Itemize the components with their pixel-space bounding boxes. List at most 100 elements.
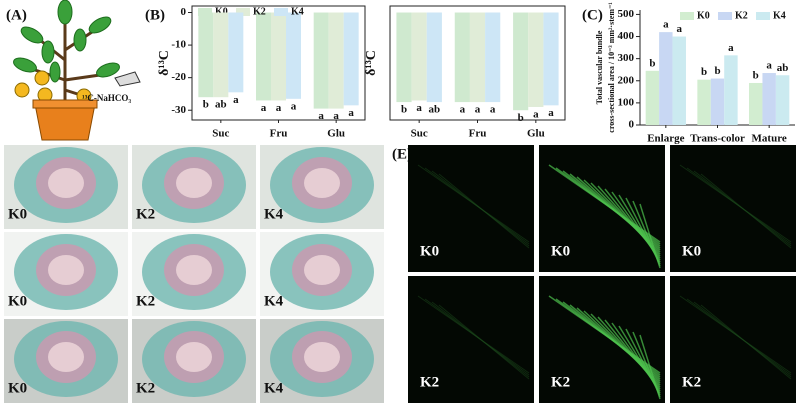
significance-letter: a	[766, 60, 772, 72]
significance-letter: b	[714, 65, 720, 77]
sample-label: K0	[420, 243, 439, 259]
significance-letter: ab	[215, 99, 227, 111]
y-axis-label: cross-sectional area / 10⁻³ mm²·stem⁻¹	[607, 2, 616, 133]
legend-swatch	[198, 8, 212, 16]
significance-letter: a	[663, 19, 669, 31]
y-tick-label: 200	[618, 74, 635, 86]
bar	[271, 12, 286, 101]
significance-letter: a	[548, 107, 554, 119]
fluorescence-image	[539, 145, 665, 272]
bar	[198, 12, 214, 98]
legend-swatch	[718, 12, 732, 20]
sample-label: K4	[264, 206, 284, 222]
tissue-center	[176, 255, 212, 285]
fiber	[700, 304, 792, 380]
sample-label: K2	[682, 374, 701, 390]
y-tick-label: -30	[171, 104, 186, 116]
significance-letter: a	[291, 100, 297, 112]
legend-label: K0	[697, 10, 710, 21]
bar	[659, 32, 673, 125]
significance-letter: a	[318, 110, 324, 122]
y-tick-label: 500	[618, 8, 635, 20]
bar	[749, 82, 763, 125]
bar	[228, 12, 244, 93]
significance-letter: ab	[777, 62, 789, 74]
panel-label: (B)	[145, 7, 165, 23]
sample-label: K2	[136, 293, 155, 309]
y-tick-label: -10	[171, 39, 186, 51]
significance-letter: a	[728, 42, 734, 54]
tissue-center	[48, 342, 84, 372]
x-tick-label: Enlarge	[647, 133, 684, 145]
fiber	[438, 173, 530, 249]
y-tick-label: 400	[618, 30, 635, 42]
bar	[724, 55, 738, 125]
significance-letter: a	[261, 102, 267, 114]
y-tick-label: 300	[618, 52, 635, 64]
bar	[762, 73, 776, 125]
x-tick-label: Suc	[212, 128, 229, 140]
tissue-center	[176, 342, 212, 372]
fluorescence-image	[670, 145, 796, 272]
bar	[411, 12, 427, 101]
fluorescence-image	[408, 145, 534, 272]
tissue-center	[304, 168, 340, 198]
legend-swatch	[680, 12, 694, 20]
sample-label: K4	[264, 293, 284, 309]
sample-label: K0	[8, 293, 27, 309]
sample-label: K2	[420, 374, 439, 390]
bar	[528, 12, 544, 107]
significance-letter: a	[533, 109, 539, 121]
plant-drawing	[13, 0, 141, 141]
significance-letter: b	[753, 70, 759, 82]
tissue-center	[176, 168, 212, 198]
x-tick-label: Fru	[469, 128, 487, 140]
tissue-center	[304, 342, 340, 372]
bar	[543, 12, 559, 106]
significance-letter: a	[333, 110, 339, 122]
legend-label: K4	[773, 10, 786, 21]
x-tick-label: Mature	[752, 133, 787, 145]
significance-letter: b	[203, 99, 209, 111]
x-tick-label: Glu	[327, 128, 345, 140]
significance-letter: b	[701, 66, 707, 78]
bar	[513, 12, 529, 111]
bar	[672, 36, 686, 125]
significance-letter: b	[649, 57, 655, 69]
y-tick-label: 0	[181, 6, 187, 18]
y-axis-label: δ¹³C	[157, 50, 172, 76]
tissue-center	[304, 255, 340, 285]
y-tick-label: 100	[618, 96, 635, 108]
fiber	[639, 203, 661, 269]
sample-label: K2	[551, 374, 570, 390]
significance-letter: a	[490, 104, 496, 116]
significance-letter: a	[416, 102, 422, 114]
bar	[485, 12, 501, 103]
x-tick-label: Fru	[270, 128, 288, 140]
sample-label: K0	[8, 206, 27, 222]
sample-label: K2	[136, 380, 155, 396]
bar	[343, 12, 359, 106]
fluorescence-image	[408, 276, 534, 403]
panel-label: (C)	[582, 7, 603, 23]
bar	[775, 75, 790, 125]
fiber	[438, 304, 530, 380]
bar	[256, 12, 272, 101]
y-tick-label: -20	[171, 71, 186, 83]
fluorescence-image	[670, 276, 796, 403]
bar	[313, 12, 329, 109]
y-axis-label: Total vascular bundle	[595, 30, 604, 104]
bar	[328, 12, 344, 109]
bar	[426, 12, 442, 103]
y-tick-label: 0	[629, 119, 635, 131]
sample-label: K2	[136, 206, 155, 222]
significance-letter: b	[518, 112, 524, 124]
legend-label: K0	[215, 6, 228, 17]
bar	[697, 79, 711, 125]
significance-letter: a	[348, 107, 354, 119]
significance-letter: a	[460, 104, 466, 116]
legend-swatch	[236, 8, 250, 16]
fiber	[700, 173, 792, 249]
significance-letter: a	[233, 94, 239, 106]
